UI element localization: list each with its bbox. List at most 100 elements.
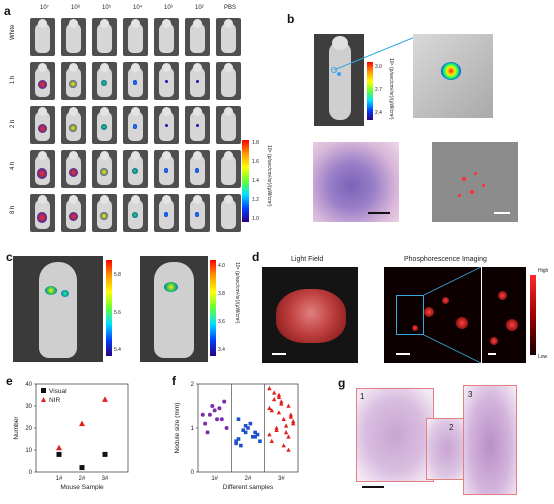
row-label-8h: 8 h xyxy=(10,205,16,214)
colorbar-a-tick-3: 1.4 xyxy=(252,178,259,184)
data-point-sample-3 xyxy=(291,421,296,426)
data-point-sample-2 xyxy=(246,426,250,430)
colorbar-a-unit: 10⁶ (p/sec/cm²/sr)/(μW/cm²) xyxy=(266,145,272,207)
region-3-label: 3 xyxy=(468,390,473,399)
data-point-sample-3 xyxy=(267,432,272,437)
data-point-sample-1 xyxy=(219,417,224,422)
colorbar-c1-tick-2: 5.6 xyxy=(114,310,121,316)
data-point-sample-1 xyxy=(217,406,222,411)
mouse-thumbnail xyxy=(61,106,86,144)
data-point-sample-3 xyxy=(286,403,291,408)
data-point-visual xyxy=(79,465,85,471)
x-tick-label-e: 3# xyxy=(102,476,109,482)
mouse-thumbnail xyxy=(61,194,86,232)
fluorescence-spot xyxy=(194,212,200,217)
panel-f-label: f xyxy=(172,374,176,388)
fluorescence-spot xyxy=(195,80,199,83)
data-point-sample-1 xyxy=(203,421,208,426)
data-point-sample-3 xyxy=(274,425,279,430)
data-point-sample-3 xyxy=(276,410,282,415)
colorbar-a-tick-4: 1.2 xyxy=(252,197,259,203)
colorbar-b-tick-1: 3.0 xyxy=(375,64,382,70)
data-point-sample-2 xyxy=(250,435,255,439)
fluorescence-spot xyxy=(132,168,138,174)
fluorescence-spot xyxy=(36,212,48,223)
mouse-thumbnail xyxy=(185,194,210,232)
mouse-thumbnail xyxy=(154,18,179,56)
data-point-visual xyxy=(102,451,108,457)
scale-bar-microscopy xyxy=(494,212,510,214)
mouse-image-b xyxy=(314,34,364,126)
data-point-sample-1 xyxy=(207,412,212,417)
colorbar-b-tick-3: 2.4 xyxy=(375,110,382,116)
colorbar-c2 xyxy=(210,260,216,356)
region-2-label: 2 xyxy=(449,423,454,432)
scale-bar-phos-zoom xyxy=(488,353,496,355)
scale-bar-phos xyxy=(396,353,410,355)
zoom-box-d xyxy=(396,295,424,335)
mouse-thumbnail xyxy=(216,194,241,232)
data-point-sample-3 xyxy=(267,405,272,410)
data-point-sample-1 xyxy=(215,417,220,422)
fluorescence-spot xyxy=(163,168,169,173)
mouse-thumbnail xyxy=(30,150,55,188)
data-point-sample-3 xyxy=(274,427,279,432)
data-point-sample-3 xyxy=(286,434,291,439)
histology-region-3: 3 xyxy=(463,385,517,495)
y-tick-label-f: 0 xyxy=(191,470,195,476)
legend-label: Visual xyxy=(49,388,67,395)
col-header-7: PBS xyxy=(224,5,237,11)
x-axis-label-e: Mouse Sample xyxy=(60,484,104,491)
phosphorescence-title: Phosphorescence Imaging xyxy=(404,256,487,263)
region-1-label: 1 xyxy=(360,392,365,401)
col-header-2: 10⁶ xyxy=(71,5,81,11)
colorbar-c1 xyxy=(106,260,112,356)
mouse-thumbnail xyxy=(123,18,148,56)
data-point-nir xyxy=(79,420,85,427)
mouse-thumbnail xyxy=(92,150,117,188)
mouse-thumbnail xyxy=(154,150,179,188)
fluorescence-spot xyxy=(132,124,138,129)
colorbar-c2-tick-2: 3.8 xyxy=(218,291,225,297)
data-point-sample-1 xyxy=(200,412,205,417)
y-tick-label-e: 40 xyxy=(25,382,32,388)
x-axis-label-f: Different samples xyxy=(223,484,274,491)
mouse-thumbnail xyxy=(92,106,117,144)
colorbar-c1-tick-3: 5.4 xyxy=(114,347,121,353)
row-label-1h: 1 h xyxy=(10,75,16,84)
data-point-sample-2 xyxy=(236,417,241,421)
colorbar-a-tick-5: 1.0 xyxy=(252,216,259,222)
colorbar-c2-tick-1: 4.0 xyxy=(218,263,225,269)
mouse-thumbnail xyxy=(61,62,86,100)
data-point-sample-2 xyxy=(258,439,262,443)
data-point-sample-3 xyxy=(271,397,277,402)
col-header-4: 10⁴ xyxy=(133,5,143,11)
mouse-thumbnail xyxy=(185,150,210,188)
fluorescence-spot xyxy=(164,124,168,127)
data-point-sample-3 xyxy=(269,438,275,443)
y-tick-label-e: 20 xyxy=(25,426,32,432)
data-point-sample-2 xyxy=(248,421,253,426)
zoom-lines-d xyxy=(423,267,482,363)
data-point-sample-1 xyxy=(205,430,210,435)
light-field-image xyxy=(262,267,358,363)
row-label-2h: 2 h xyxy=(10,119,16,128)
zoom-line-b xyxy=(331,36,416,73)
mouse-thumbnail xyxy=(30,106,55,144)
fluorescence-spot xyxy=(194,168,200,173)
data-point-sample-1 xyxy=(222,399,227,404)
y-axis-label-e: Number xyxy=(13,416,20,440)
x-tick-label-e: 1# xyxy=(56,476,63,482)
mouse-thumbnail xyxy=(154,62,179,100)
y-tick-label-f: 1 xyxy=(191,426,195,432)
data-point-sample-3 xyxy=(283,430,289,435)
fluorescence-spot xyxy=(100,168,108,176)
mouse-thumbnail xyxy=(154,194,179,232)
data-point-sample-1 xyxy=(224,426,229,430)
data-point-sample-3 xyxy=(276,394,282,399)
fluorescence-spot xyxy=(69,80,77,88)
fluorescence-spot xyxy=(68,168,78,177)
mouse-thumbnail xyxy=(123,106,148,144)
mouse-thumbnail xyxy=(123,62,148,100)
colorbar-c1-tick-1: 5.8 xyxy=(114,272,121,278)
